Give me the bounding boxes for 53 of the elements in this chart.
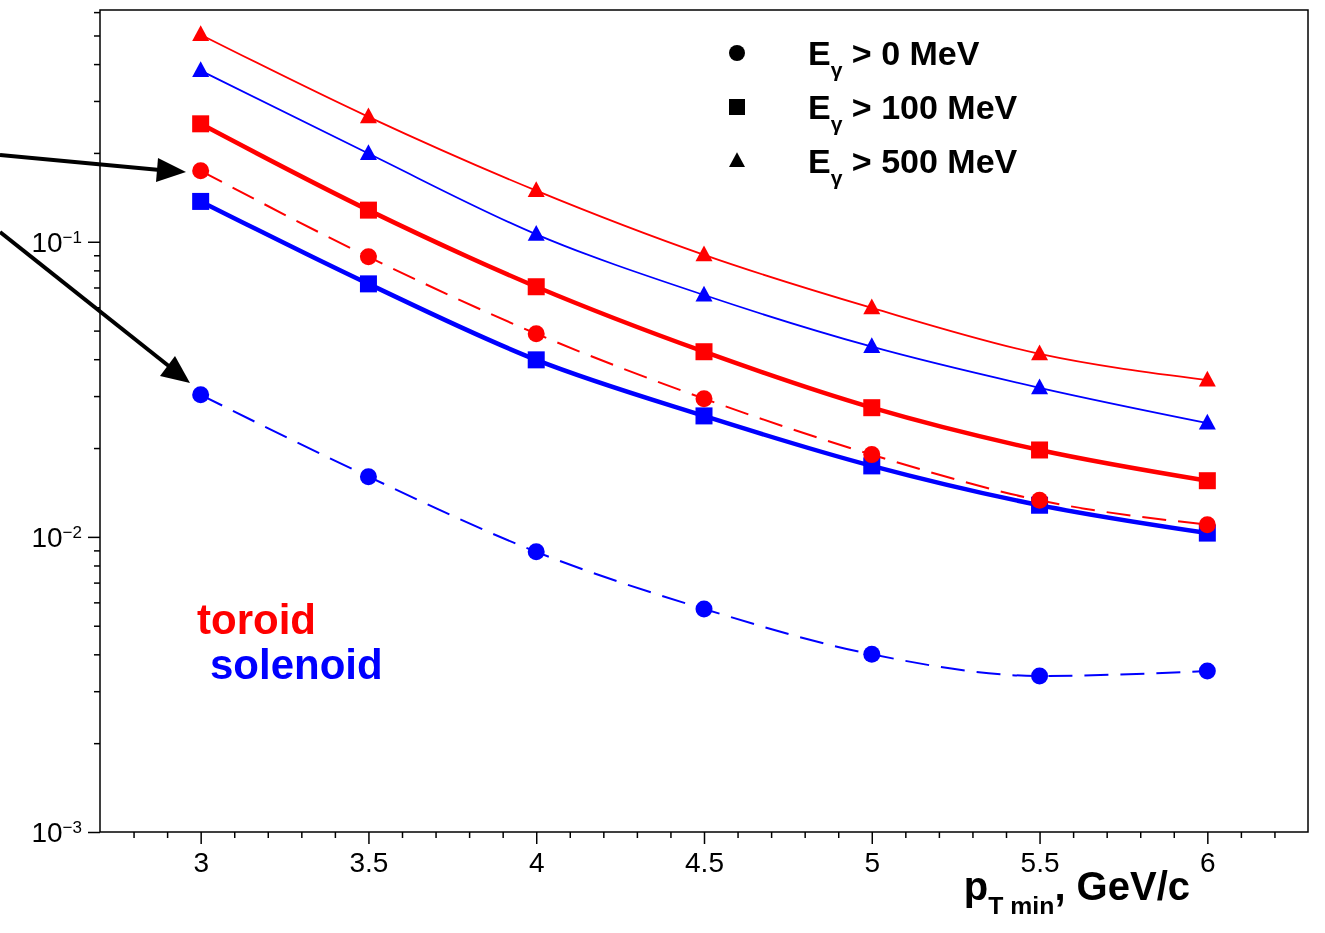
point (192, 192, 210, 210)
annotation: E$_{γ}$ > 0 MeV (808, 34, 980, 81)
point (359, 144, 377, 160)
x-tick-label: 3 (193, 846, 209, 878)
point (192, 25, 210, 42)
point (863, 298, 881, 315)
point (359, 201, 377, 219)
y-tick-label: 10$^{−3}$ (31, 817, 82, 848)
annotation: E$_{γ}$ > 100 MeV (808, 88, 1018, 135)
x-tick-label: 4.5 (685, 846, 724, 878)
y-tick-label: 10$^{−2}$ (31, 521, 82, 553)
point (1031, 667, 1049, 685)
point (1198, 472, 1216, 490)
point (695, 390, 713, 408)
annotation: solenoid (210, 641, 383, 688)
point (359, 107, 377, 124)
annotation: E$_{γ}$ > 500 MeV (808, 142, 1018, 189)
point (695, 245, 713, 262)
point (1198, 370, 1216, 387)
point (359, 468, 377, 486)
point (1198, 662, 1216, 680)
point (359, 248, 377, 266)
y-tick-label: 10$^{−1}$ (31, 226, 82, 258)
x-tick-label: 5 (864, 846, 881, 878)
point (527, 224, 545, 241)
point (192, 115, 210, 133)
point (695, 285, 713, 302)
point (1198, 413, 1216, 430)
point (863, 337, 881, 354)
point (527, 351, 545, 369)
point (527, 325, 545, 343)
point (192, 162, 210, 180)
point (527, 543, 545, 561)
point (192, 61, 210, 78)
point (1031, 441, 1049, 459)
point (695, 343, 713, 361)
point (192, 386, 210, 404)
point (527, 181, 545, 198)
annotation: toroid (197, 596, 316, 643)
point (1031, 378, 1049, 395)
point (1031, 344, 1049, 361)
point (695, 407, 713, 425)
x-tick-label: 3.5 (349, 846, 389, 878)
point (527, 278, 545, 296)
point (1031, 491, 1049, 509)
point (359, 275, 377, 293)
point (863, 645, 881, 663)
point (863, 399, 881, 417)
point (1198, 516, 1216, 534)
x-tick-label: 6 (1200, 846, 1216, 878)
point (863, 446, 881, 464)
x-tick-label: 4 (528, 846, 545, 878)
point (695, 600, 713, 618)
